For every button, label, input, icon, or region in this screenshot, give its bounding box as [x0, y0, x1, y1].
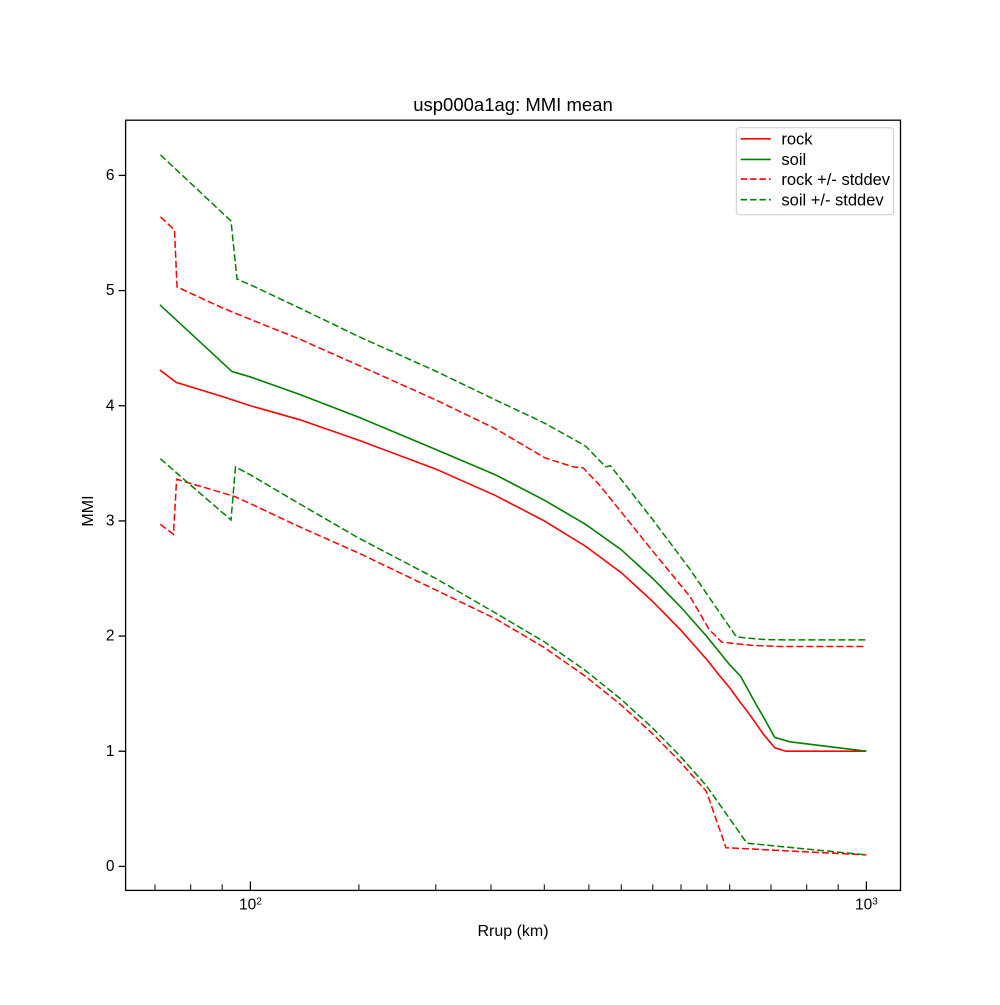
- svg-text:102: 102: [239, 897, 262, 914]
- svg-text:2: 2: [106, 628, 115, 645]
- svg-text:soil +/- stddev: soil +/- stddev: [781, 191, 884, 209]
- svg-text:1: 1: [106, 743, 115, 760]
- svg-text:3: 3: [106, 513, 115, 530]
- svg-text:6: 6: [106, 167, 115, 184]
- svg-text:103: 103: [855, 897, 878, 914]
- svg-text:0: 0: [106, 858, 115, 875]
- svg-text:soil: soil: [781, 151, 806, 169]
- svg-text:4: 4: [106, 397, 115, 414]
- svg-text:5: 5: [106, 282, 115, 299]
- svg-text:MMI: MMI: [80, 495, 97, 526]
- svg-text:usp000a1ag: MMI mean: usp000a1ag: MMI mean: [413, 94, 613, 115]
- svg-text:Rrup (km): Rrup (km): [477, 923, 548, 940]
- svg-text:rock: rock: [781, 130, 813, 148]
- svg-text:rock +/- stddev: rock +/- stddev: [781, 171, 890, 189]
